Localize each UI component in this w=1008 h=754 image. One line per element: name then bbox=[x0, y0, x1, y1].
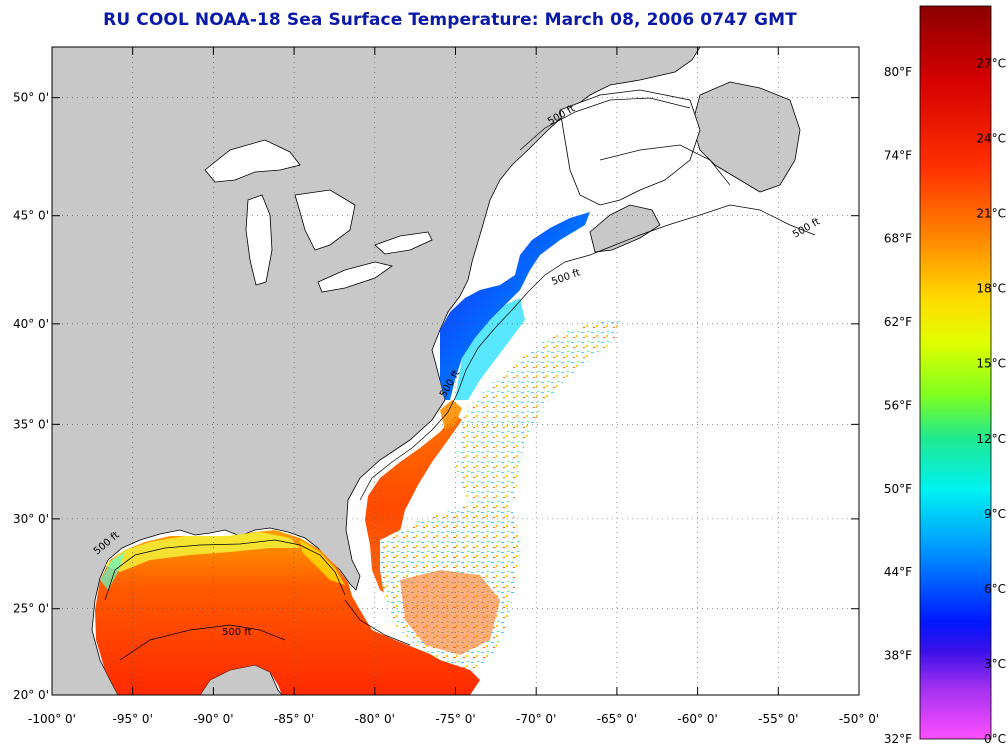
lake-superior bbox=[204, 139, 301, 183]
lon-tick-label: -55° 0' bbox=[758, 712, 798, 726]
lon-tick-label: -85° 0' bbox=[274, 712, 314, 726]
lat-tick-label: 50° 0' bbox=[13, 91, 49, 105]
map-layers: 500 ft 500 ft 500 ft 500 ft 500 ft 500 f… bbox=[52, 47, 822, 695]
lat-tick-label: 25° 0' bbox=[13, 602, 49, 616]
bathymetry-contours bbox=[104, 97, 816, 661]
colorbar-celsius-label: 12°C bbox=[976, 432, 1006, 446]
latitude-axis: 20° 0' 25° 0' 30° 0' 35° 0' 40° 0' 45° 0' 50° … bbox=[13, 91, 859, 702]
sst-mid-atlantic-slope bbox=[455, 298, 525, 400]
lon-tick-label: -100° 0' bbox=[28, 712, 76, 726]
colorbar-celsius-label: 3°C bbox=[984, 657, 1006, 671]
colorbar-celsius-label: 21°C bbox=[976, 207, 1006, 221]
lat-tick-label: 40° 0' bbox=[13, 317, 49, 331]
colorbar-fahrenheit-label: 56°F bbox=[884, 398, 912, 412]
longitude-axis: -100° 0' -95° 0' -90° 0' -85° 0' -80° 0' -75°… bbox=[28, 47, 879, 726]
lake-michigan bbox=[245, 194, 273, 286]
colorbar-fahrenheit-label: 74°F bbox=[884, 148, 912, 162]
map-title: RU COOL NOAA-18 Sea Surface Temperature:… bbox=[103, 10, 797, 30]
colorbar-fahrenheit-label: 32°F bbox=[884, 732, 912, 746]
colorbar-fahrenheit-labels: 80°F 74°F 68°F 62°F 56°F 50°F 44°F 38°F 32°F bbox=[884, 65, 912, 746]
colorbar-celsius-label: 15°C bbox=[976, 357, 1006, 371]
colorbar-celsius-label: 27°C bbox=[976, 57, 1006, 71]
land-north-america bbox=[52, 47, 701, 695]
sst-northeast-shelf bbox=[440, 212, 590, 400]
colorbar-celsius-label: 18°C bbox=[976, 282, 1006, 296]
colorbar-celsius-label: 24°C bbox=[976, 132, 1006, 146]
sst-offshore-speckle bbox=[455, 318, 620, 505]
colorbar bbox=[919, 5, 992, 740]
colorbar-fahrenheit-label: 68°F bbox=[884, 232, 912, 246]
lon-tick-label: -90° 0' bbox=[193, 712, 233, 726]
land-newfoundland bbox=[691, 81, 801, 193]
lat-tick-label: 20° 0' bbox=[13, 688, 49, 702]
lake-huron bbox=[294, 189, 356, 251]
colorbar-celsius-label: 6°C bbox=[984, 582, 1006, 596]
graticule bbox=[52, 47, 859, 695]
colorbar-fahrenheit-label: 62°F bbox=[884, 315, 912, 329]
lon-tick-label: -50° 0' bbox=[839, 712, 879, 726]
lat-tick-label: 45° 0' bbox=[13, 209, 49, 223]
lon-tick-label: -60° 0' bbox=[677, 712, 717, 726]
lat-tick-label: 30° 0' bbox=[13, 512, 49, 526]
sst-bahamas-warm bbox=[400, 570, 500, 655]
sst-gulf-shelf bbox=[105, 532, 300, 572]
colorbar-celsius-label: 9°C bbox=[984, 507, 1006, 521]
lat-tick-label: 35° 0' bbox=[13, 417, 49, 431]
colorbar-fahrenheit-label: 80°F bbox=[884, 65, 912, 79]
lon-tick-label: -65° 0' bbox=[597, 712, 637, 726]
lon-tick-label: -95° 0' bbox=[113, 712, 153, 726]
land-nova-scotia bbox=[589, 204, 661, 253]
sst-cape-hatteras bbox=[440, 400, 462, 430]
sst-florida-shelf bbox=[300, 540, 345, 585]
lon-tick-label: -70° 0' bbox=[516, 712, 556, 726]
colorbar-fahrenheit-label: 44°F bbox=[884, 565, 912, 579]
colorbar-celsius-label: 0°C bbox=[984, 732, 1006, 746]
sst-gulf-shelf-cyan bbox=[100, 552, 125, 590]
colorbar-celsius-labels: 27°C 24°C 21°C 18°C 15°C 12°C 9°C 6°C 3°C 0°C bbox=[976, 57, 1006, 746]
lake-erie bbox=[317, 261, 393, 293]
contour-label: 500 ft bbox=[222, 627, 252, 638]
colorbar-fahrenheit-label: 50°F bbox=[884, 482, 912, 496]
sst-gulf-of-mexico bbox=[95, 530, 480, 695]
lake-ontario bbox=[374, 231, 433, 255]
lon-tick-label: -80° 0' bbox=[355, 712, 395, 726]
gulf-st-lawrence bbox=[559, 89, 701, 206]
colorbar-fahrenheit-label: 38°F bbox=[884, 649, 912, 663]
lon-tick-label: -75° 0' bbox=[435, 712, 475, 726]
